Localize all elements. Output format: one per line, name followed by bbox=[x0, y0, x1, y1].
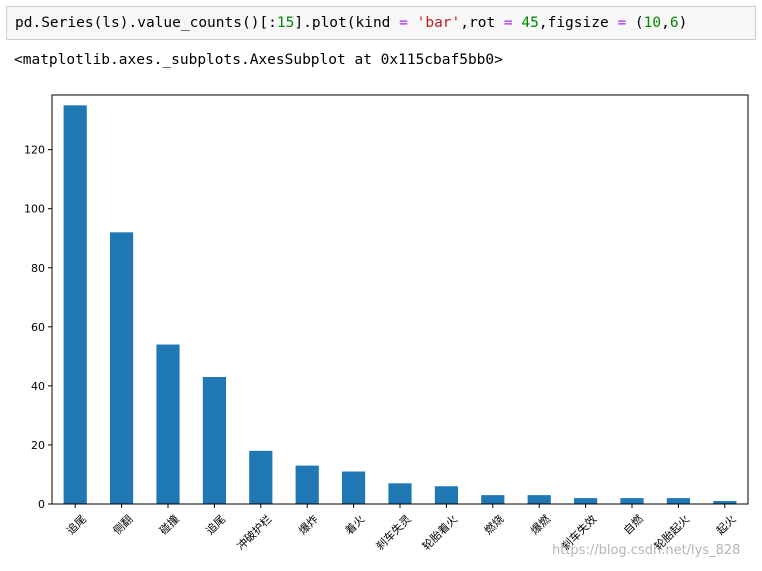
code-token: ,figsize bbox=[538, 15, 618, 31]
bar bbox=[527, 495, 551, 504]
bar bbox=[110, 232, 134, 504]
code-cell[interactable]: pd.Series(ls).value_counts()[:15].plot(k… bbox=[6, 6, 756, 40]
bar bbox=[713, 501, 737, 504]
bar bbox=[63, 105, 87, 504]
x-tick-label: 自燃 bbox=[620, 512, 645, 537]
x-tick-label: 冲破护栏 bbox=[234, 512, 275, 553]
x-tick-label: 侧翻 bbox=[110, 512, 135, 537]
code-token: = bbox=[503, 15, 513, 31]
code-token bbox=[408, 15, 417, 31]
bar bbox=[620, 498, 644, 504]
bar bbox=[434, 486, 458, 504]
code-token: , bbox=[661, 15, 670, 31]
x-tick-label: 轮胎着火 bbox=[419, 512, 460, 553]
code-token: pd.Series(ls).value_counts()[: bbox=[15, 15, 277, 31]
y-tick-label: 120 bbox=[24, 144, 45, 157]
x-tick-label: 着火 bbox=[342, 512, 367, 537]
bar bbox=[342, 471, 366, 504]
x-tick-label: 刹车失灵 bbox=[373, 512, 414, 553]
code-token: ,rot bbox=[460, 15, 504, 31]
code-token: ( bbox=[626, 15, 644, 31]
bar bbox=[202, 377, 226, 504]
y-tick-label: 40 bbox=[31, 380, 45, 393]
y-tick-label: 60 bbox=[31, 321, 45, 334]
bar bbox=[249, 450, 273, 504]
code-token: = bbox=[617, 15, 627, 31]
x-tick-label: 爆炸 bbox=[296, 512, 321, 537]
code-token: 6 bbox=[669, 15, 679, 31]
bar bbox=[574, 498, 598, 504]
code-token: 10 bbox=[643, 15, 662, 31]
bar bbox=[388, 483, 412, 504]
bar bbox=[481, 495, 505, 504]
code-token: 15 bbox=[276, 15, 295, 31]
x-tick-label: 追尾 bbox=[203, 512, 228, 537]
x-tick-label: 追尾 bbox=[64, 512, 89, 537]
y-tick-label: 20 bbox=[31, 439, 45, 452]
x-tick-label: 燃烧 bbox=[481, 512, 506, 537]
output-text: <matplotlib.axes._subplots.AxesSubplot a… bbox=[14, 52, 503, 68]
x-tick-label: 碰撞 bbox=[156, 512, 181, 537]
x-tick-label: 爆燃 bbox=[528, 512, 553, 537]
watermark: https://blog.csdn.net/lys_828 bbox=[552, 543, 741, 558]
code-token: ].plot(kind bbox=[294, 15, 400, 31]
y-tick-label: 80 bbox=[31, 262, 45, 275]
bar bbox=[295, 465, 319, 504]
code-token: ) bbox=[678, 15, 688, 31]
bar bbox=[666, 498, 690, 504]
plot-frame bbox=[51, 94, 749, 505]
x-tick-label: 起火 bbox=[714, 513, 739, 538]
bar bbox=[156, 344, 180, 504]
y-tick-label: 100 bbox=[24, 203, 45, 216]
code-token: 45 bbox=[521, 15, 539, 31]
y-tick-label: 0 bbox=[38, 498, 45, 511]
code-token: = bbox=[399, 15, 408, 31]
code-token: 'bar' bbox=[416, 15, 461, 31]
